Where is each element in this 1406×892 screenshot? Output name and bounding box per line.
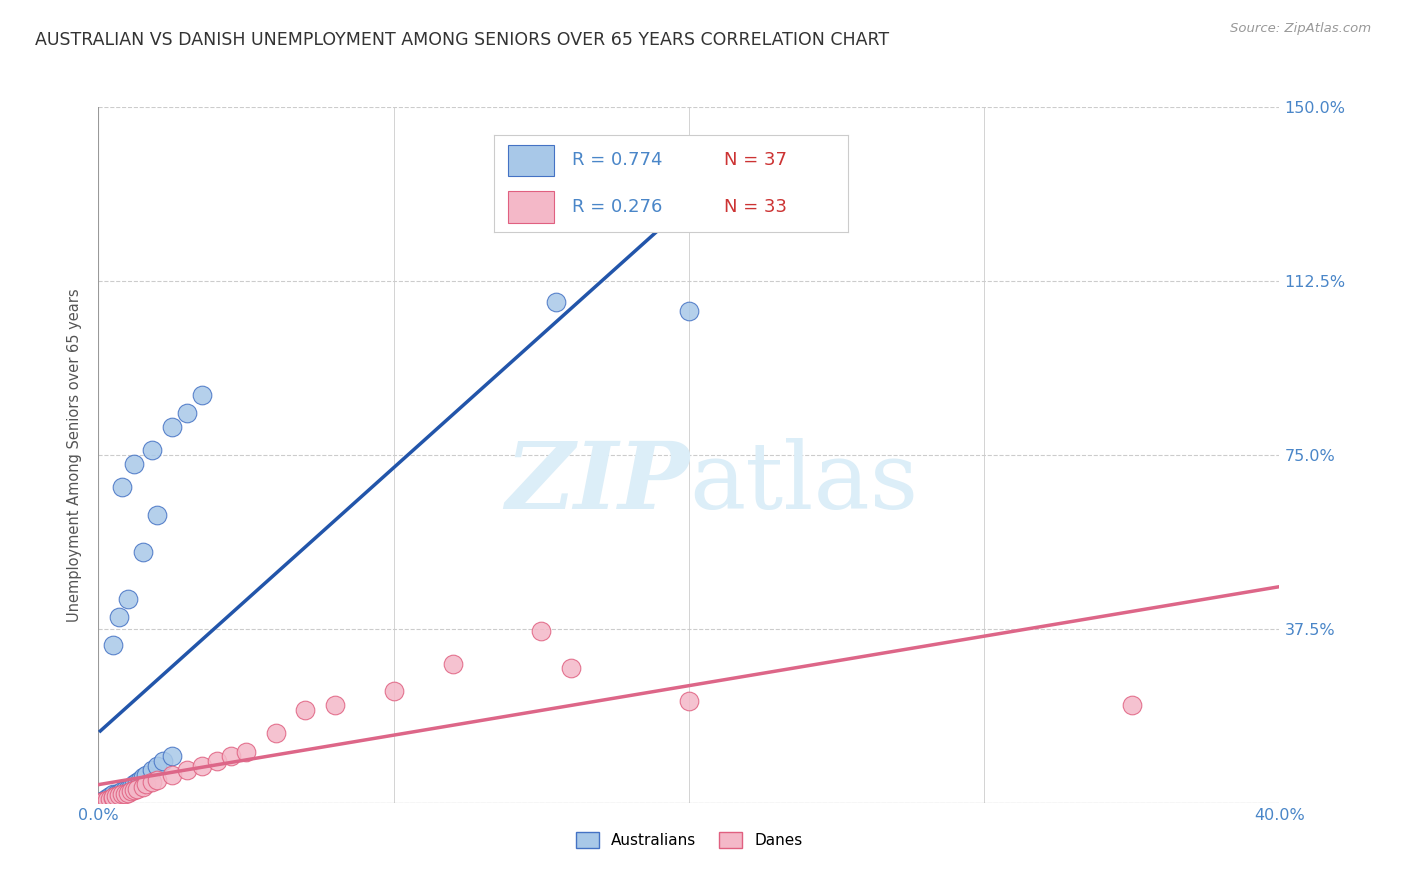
Danes: [93, 794, 115, 808]
Text: ZIP: ZIP: [505, 438, 689, 528]
Australians: [117, 591, 139, 606]
Danes: [235, 745, 257, 759]
Australians: [122, 777, 145, 791]
Danes: [560, 661, 582, 675]
Australians: [152, 754, 174, 768]
Legend: Australians, Danes: Australians, Danes: [569, 826, 808, 855]
Australians: [103, 788, 125, 802]
Danes: [120, 784, 142, 798]
Text: AUSTRALIAN VS DANISH UNEMPLOYMENT AMONG SENIORS OVER 65 YEARS CORRELATION CHART: AUSTRALIAN VS DANISH UNEMPLOYMENT AMONG …: [35, 31, 889, 49]
Australians: [546, 294, 568, 309]
Australians: [108, 610, 131, 624]
Danes: [176, 764, 198, 778]
Danes: [441, 657, 464, 671]
Danes: [117, 786, 139, 800]
Australians: [678, 304, 700, 318]
Danes: [191, 758, 214, 772]
Text: atlas: atlas: [689, 438, 918, 528]
Danes: [141, 775, 163, 789]
Danes: [1121, 698, 1143, 713]
Danes: [294, 703, 316, 717]
Australians: [105, 787, 128, 801]
Danes: [98, 792, 121, 806]
Australians: [114, 782, 136, 797]
Danes: [530, 624, 553, 639]
Australians: [191, 387, 214, 401]
Danes: [105, 789, 128, 804]
Danes: [90, 795, 112, 809]
Australians: [93, 794, 115, 808]
Danes: [108, 789, 131, 803]
Danes: [96, 793, 118, 807]
Australians: [120, 780, 142, 794]
Australians: [162, 420, 183, 434]
Australians: [125, 775, 148, 789]
Australians: [98, 790, 121, 805]
Text: Source: ZipAtlas.com: Source: ZipAtlas.com: [1230, 22, 1371, 36]
Australians: [96, 792, 118, 806]
Australians: [96, 791, 118, 805]
Australians: [146, 508, 169, 523]
Australians: [103, 638, 125, 652]
Danes: [103, 790, 125, 805]
Danes: [146, 772, 169, 787]
Danes: [125, 781, 148, 796]
Australians: [141, 764, 163, 778]
Australians: [111, 784, 134, 798]
Danes: [135, 777, 157, 791]
Australians: [122, 457, 145, 471]
Danes: [678, 694, 700, 708]
Australians: [103, 789, 125, 803]
Australians: [90, 795, 112, 809]
Australians: [108, 786, 131, 800]
Australians: [141, 443, 163, 458]
Australians: [132, 770, 155, 784]
Danes: [132, 780, 155, 794]
Australians: [146, 758, 169, 772]
Australians: [135, 768, 157, 782]
Danes: [103, 791, 125, 805]
Danes: [382, 684, 405, 698]
Australians: [93, 793, 115, 807]
Danes: [264, 726, 287, 740]
Y-axis label: Unemployment Among Seniors over 65 years: Unemployment Among Seniors over 65 years: [67, 288, 83, 622]
Australians: [162, 749, 183, 764]
Danes: [323, 698, 346, 713]
Danes: [205, 754, 228, 768]
Danes: [111, 788, 134, 802]
Danes: [114, 787, 136, 801]
Australians: [98, 789, 121, 804]
Danes: [221, 749, 243, 764]
Australians: [117, 781, 139, 796]
Australians: [111, 480, 134, 494]
Australians: [132, 545, 155, 559]
Australians: [176, 406, 198, 420]
Australians: [128, 772, 150, 787]
Danes: [122, 782, 145, 797]
Danes: [162, 768, 183, 782]
